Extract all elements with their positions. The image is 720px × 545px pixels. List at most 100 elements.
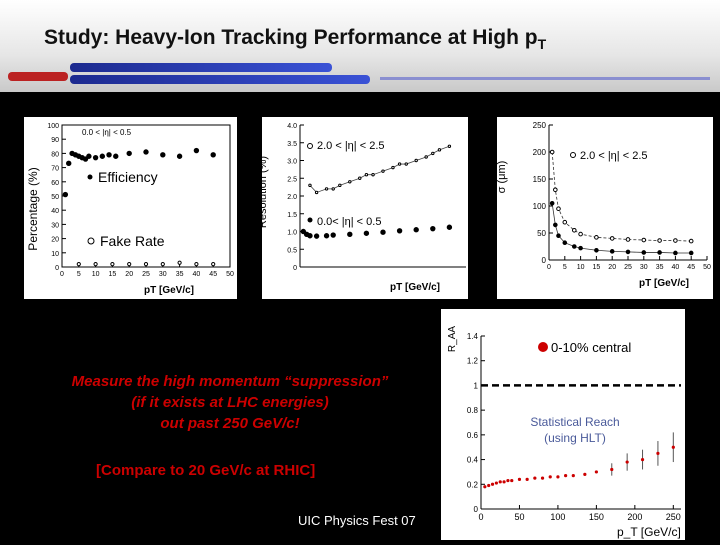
y-tick-label: 200 xyxy=(533,148,547,157)
data-point xyxy=(396,228,403,234)
data-point xyxy=(93,262,98,267)
x-axis-label: pT [GeV/c] xyxy=(144,285,194,296)
y-tick-label: 0.5 xyxy=(287,247,297,254)
legend-marker-fake-rate xyxy=(87,237,95,245)
pointing-panel-title: Track-Pointing Resolution xyxy=(491,94,677,111)
x-tick-label: 20 xyxy=(125,271,133,278)
data-point xyxy=(127,262,132,267)
y-tick-label: 4.0 xyxy=(287,123,297,130)
y-tick-label: 0 xyxy=(542,256,547,265)
y-tick-label: 0.6 xyxy=(467,431,479,440)
x-tick-label: 25 xyxy=(624,264,632,271)
data-point xyxy=(110,262,115,267)
data-point xyxy=(92,154,99,161)
y-tick-label: 30 xyxy=(51,222,59,229)
efficiency-chart-panel: 100 90 80 70 60 50 40 30 20 10 0 0 5 10 15 20 25 30 35 40 45… xyxy=(24,117,237,299)
data-point xyxy=(494,481,498,485)
y-axis-label: σ (μm) xyxy=(497,161,508,194)
x-tick-label: 15 xyxy=(109,271,117,278)
x-tick-label: 45 xyxy=(209,271,217,278)
data-point xyxy=(323,233,330,239)
data-point xyxy=(143,149,149,155)
fit-curve xyxy=(551,151,692,242)
data-point xyxy=(609,249,615,254)
data-point xyxy=(330,232,336,238)
data-point xyxy=(160,262,165,267)
data-point xyxy=(533,476,537,480)
message-line-2: (if it exists at LHC energies) xyxy=(131,394,329,411)
data-point xyxy=(640,457,645,462)
data-point xyxy=(556,206,561,211)
data-point xyxy=(594,470,598,474)
data-point xyxy=(657,250,662,255)
data-point xyxy=(338,183,342,188)
momentum-chart-panel: 4.0 3.5 3.0 2.5 2.0 1.5 1.0 0.5 0 Resolution (%) 2… xyxy=(257,117,468,299)
y-tick-label: 90 xyxy=(51,137,59,144)
data-point xyxy=(578,245,583,251)
data-point xyxy=(364,173,369,177)
x-tick-label: 40 xyxy=(193,271,201,278)
data-point xyxy=(126,150,132,157)
hlt-annotation: (using HLT) xyxy=(544,431,606,445)
y-tick-label: 10 xyxy=(51,251,59,258)
data-point xyxy=(571,474,575,478)
data-point xyxy=(540,476,545,480)
data-point xyxy=(300,228,307,235)
data-point xyxy=(331,187,335,191)
data-point xyxy=(437,148,442,152)
slide-title: Study: Heavy-Ion Tracking Performance at… xyxy=(44,26,547,53)
x-tick-label: 150 xyxy=(589,512,604,522)
trend-line-high-eta xyxy=(309,145,450,193)
x-tick-label: 30 xyxy=(640,264,648,271)
data-point xyxy=(82,156,89,162)
legend-marker-efficiency xyxy=(87,174,93,180)
raa-chart: 1.4 1.2 1 0.8 0.6 0.4 0.2 00 50 100 150 200 250 R_AA 0… xyxy=(447,326,681,539)
data-point xyxy=(62,191,69,198)
rhic-comparison: [Compare to 20 GeV/c at RHIC] xyxy=(96,462,316,479)
data-point xyxy=(160,152,166,158)
data-point xyxy=(363,230,370,236)
data-point xyxy=(502,480,506,484)
data-point xyxy=(413,227,419,233)
y-tick-label: 20 xyxy=(51,237,59,244)
x-tick-label: 25 xyxy=(142,271,150,278)
x-tick-label: 0 xyxy=(547,264,551,271)
blue-accent-bar-lower xyxy=(70,75,370,84)
data-point xyxy=(553,222,558,228)
data-point xyxy=(578,231,583,237)
y-axis-label: Percentage (%) xyxy=(26,167,40,250)
x-tick-label: 35 xyxy=(176,271,184,278)
data-point xyxy=(113,153,119,159)
data-point xyxy=(414,158,418,163)
data-point xyxy=(380,229,386,235)
data-point xyxy=(525,477,529,481)
data-point xyxy=(688,238,694,244)
y-tick-label: 40 xyxy=(51,208,59,215)
data-point xyxy=(673,250,678,256)
x-tick-label: 100 xyxy=(550,512,565,522)
x-tick-label: 35 xyxy=(656,264,664,271)
y-tick-label: 1.0 xyxy=(287,230,297,237)
x-axis-label: pT [GeV/c] xyxy=(639,278,689,289)
x-tick-label: 0 xyxy=(60,271,64,278)
x-tick-label: 5 xyxy=(563,264,567,271)
data-point xyxy=(430,225,436,232)
data-point xyxy=(510,478,514,483)
y-axis-label: R_AA xyxy=(447,326,458,352)
statistical-reach-annotation: Statistical Reach xyxy=(530,415,619,429)
data-point xyxy=(609,236,615,241)
data-point xyxy=(397,162,402,166)
data-point xyxy=(176,153,183,159)
x-tick-label: 250 xyxy=(666,512,681,522)
data-point xyxy=(358,176,362,180)
x-axis-label: p_T [GeV/c] xyxy=(617,525,681,539)
data-point xyxy=(553,187,558,193)
y-tick-label: 60 xyxy=(51,180,59,187)
red-accent-bar xyxy=(8,72,68,81)
data-point xyxy=(571,228,577,233)
y-tick-label: 0.2 xyxy=(467,480,479,489)
data-point xyxy=(641,237,647,243)
data-point xyxy=(625,460,629,464)
x-tick-label: 5 xyxy=(77,271,81,278)
